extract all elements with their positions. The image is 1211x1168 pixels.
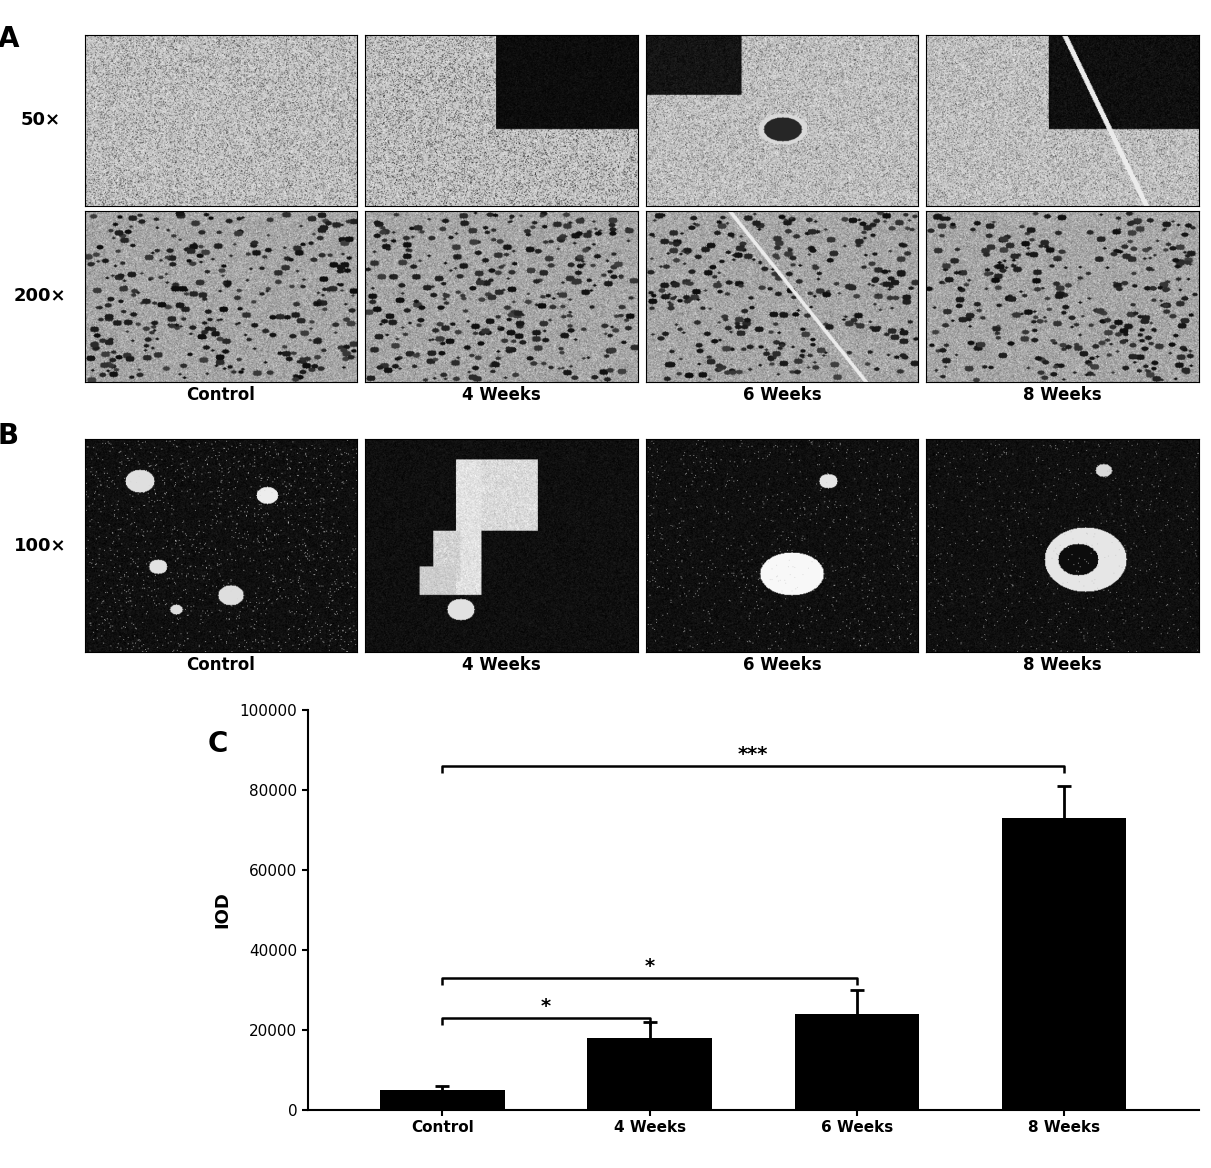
X-axis label: 6 Weeks: 6 Weeks [742,385,821,404]
X-axis label: Control: Control [186,385,256,404]
Bar [794,1014,919,1110]
Text: *: * [644,957,655,976]
X-axis label: 8 Weeks: 8 Weeks [1023,385,1102,404]
Y-axis label: 200×: 200× [15,287,67,305]
Bar [587,1037,712,1110]
Text: C: C [207,730,228,758]
Bar [380,1090,505,1110]
X-axis label: 6 Weeks: 6 Weeks [742,656,821,674]
Text: B: B [0,422,18,450]
Y-axis label: 50×: 50× [21,111,61,130]
Y-axis label: IOD: IOD [213,891,231,929]
Text: A: A [0,25,19,53]
Text: ***: *** [737,745,769,764]
X-axis label: 4 Weeks: 4 Weeks [463,385,541,404]
X-axis label: 8 Weeks: 8 Weeks [1023,656,1102,674]
X-axis label: Control: Control [186,656,256,674]
Y-axis label: 100×: 100× [15,536,67,555]
X-axis label: 4 Weeks: 4 Weeks [463,656,541,674]
Text: *: * [541,997,551,1016]
Bar [1001,818,1126,1110]
